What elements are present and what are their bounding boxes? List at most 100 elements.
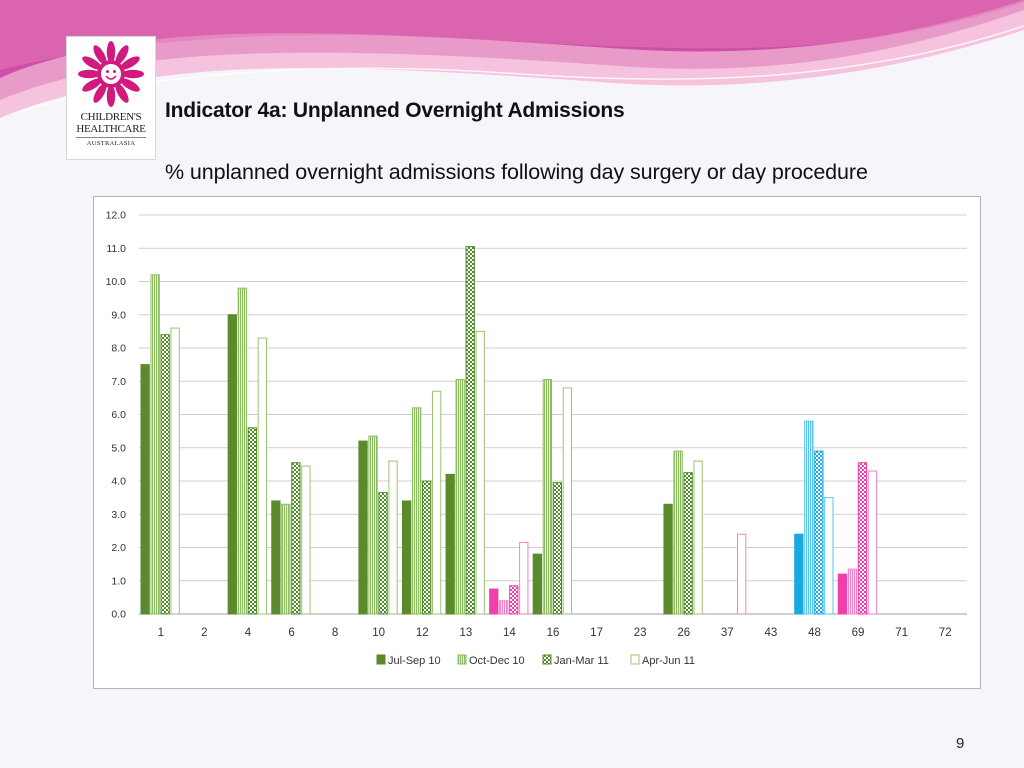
bar-oct-dec-10-cat-10 — [368, 435, 378, 615]
x-tick-label: 48 — [808, 627, 821, 639]
header-wave-highlight — [0, 0, 1024, 70]
bar-oct-dec-10-cat-12 — [411, 407, 422, 615]
bar-apr-jun-11-cat-1 — [170, 327, 180, 615]
legend-swatch — [376, 654, 386, 665]
logo-petal — [106, 85, 116, 107]
x-tick-label: 17 — [590, 627, 603, 639]
chart-legend: Jul-Sep 10 Oct-Dec 10 Jan-Mar 11 Apr-Jun 11 — [376, 654, 695, 667]
bar-oct-dec-10-cat-48 — [804, 420, 814, 615]
logo-petal — [120, 78, 140, 92]
bar-jul-sep-10-cat-4 — [227, 314, 237, 615]
bar-oct-dec-10-cat-1 — [150, 274, 160, 615]
chart-container: 0.0 1.0 2.0 3.0 4.0 5.0 6.0 7.0 8.0 9.0 10.0 11.0 12… — [93, 196, 981, 689]
logo-text-line3: AUSTRALASIA — [86, 140, 136, 147]
bar-apr-jun-11-cat-69 — [867, 470, 878, 615]
organization-logo: CHILDREN'S HEALTHCARE AUSTRALASIA — [66, 36, 156, 160]
slide-subtitle: % unplanned overnight admissions followi… — [165, 160, 868, 184]
y-tick-label: 1.0 — [111, 575, 126, 587]
logo-petal — [82, 78, 102, 92]
bar-jan-mar-11-cat-69 — [857, 462, 868, 615]
logo-face-smile — [105, 75, 117, 80]
legend-label: Jan-Mar 11 — [554, 655, 609, 667]
y-tick-label: 7.0 — [111, 376, 126, 388]
y-tick-label: 5.0 — [111, 442, 126, 454]
bar-oct-dec-10-cat-16 — [542, 379, 553, 615]
bar-apr-jun-11-cat-6 — [301, 465, 311, 615]
bar-jul-sep-10-cat-69 — [837, 573, 848, 615]
bar-jan-mar-11-cat-13 — [465, 246, 475, 615]
bar-oct-dec-10-cat-69 — [847, 568, 858, 615]
page-number: 9 — [956, 735, 965, 752]
logo-face-eye-right — [113, 70, 116, 73]
x-tick-label: 12 — [416, 627, 429, 639]
y-tick-label: 8.0 — [111, 343, 126, 355]
bar-jul-sep-10-cat-48 — [794, 533, 804, 615]
y-tick-label: 3.0 — [111, 509, 126, 521]
bar-jul-sep-10-cat-16 — [532, 553, 543, 615]
bar-jan-mar-11-cat-16 — [552, 482, 563, 615]
bar-jan-mar-11-cat-14 — [509, 585, 519, 615]
logo-petals — [78, 41, 144, 107]
bar-jan-mar-11-cat-26 — [683, 472, 693, 615]
x-tick-label: 26 — [677, 627, 690, 639]
logo-petal — [82, 56, 102, 70]
x-tick-label: 13 — [459, 627, 472, 639]
slide-title: Indicator 4a: Unplanned Overnight Admiss… — [165, 99, 625, 122]
y-tick-label: 10.0 — [106, 276, 127, 288]
logo-petal — [115, 83, 129, 103]
y-tick-label: 9.0 — [111, 309, 126, 321]
x-tick-label: 16 — [547, 627, 560, 639]
bar-apr-jun-11-cat-16 — [562, 387, 573, 615]
logo-text-line2: HEALTHCARE — [76, 123, 146, 135]
logo-face-eye-left — [106, 70, 109, 73]
bar-jul-sep-10-cat-10 — [358, 440, 368, 615]
bar-jan-mar-11-cat-12 — [421, 480, 432, 615]
bar-jan-mar-11-cat-4 — [247, 427, 257, 615]
x-tick-label: 71 — [895, 627, 908, 639]
logo-wordmark: CHILDREN'S HEALTHCARE AUSTRALASIA — [67, 111, 155, 148]
logo-petal — [93, 83, 107, 103]
bar-apr-jun-11-cat-13 — [475, 330, 485, 615]
logo-petal — [78, 69, 100, 79]
flower-face-icon — [78, 41, 144, 107]
x-tick-label: 8 — [332, 627, 338, 639]
y-tick-label: 4.0 — [111, 476, 126, 488]
chart-bars — [140, 246, 878, 615]
x-tick-label: 1 — [158, 627, 164, 639]
x-axis-tick-labels: 1 2 4 6 8 10 12 13 14 16 17 23 26 37 43 48 69 71 72 — [158, 627, 952, 639]
bar-apr-jun-11-cat-12 — [431, 390, 442, 615]
legend-swatch — [457, 654, 467, 665]
y-tick-label: 0.0 — [111, 609, 126, 621]
bar-oct-dec-10-cat-4 — [237, 287, 247, 615]
bar-oct-dec-10-cat-14 — [499, 600, 509, 615]
bar-jan-mar-11-cat-1 — [160, 334, 170, 615]
logo-divider — [76, 137, 146, 138]
header-wave-decoration — [0, 0, 1024, 130]
bar-apr-jun-11-cat-4 — [257, 337, 267, 615]
logo-text-line1: CHILDREN'S — [80, 111, 142, 123]
bar-apr-jun-11-cat-14 — [519, 542, 529, 615]
y-tick-label: 2.0 — [111, 542, 126, 554]
y-tick-label: 6.0 — [111, 409, 126, 421]
bar-jul-sep-10-cat-12 — [401, 500, 412, 615]
bar-jan-mar-11-cat-48 — [814, 450, 824, 615]
legend-swatch — [630, 654, 640, 665]
legend-label: Jul-Sep 10 — [388, 655, 441, 667]
bar-apr-jun-11-cat-26 — [693, 460, 703, 615]
x-tick-label: 43 — [764, 627, 777, 639]
bar-apr-jun-11-cat-37 — [737, 533, 747, 615]
logo-petal — [120, 56, 140, 70]
legend-label: Oct-Dec 10 — [469, 655, 525, 667]
bar-jan-mar-11-cat-6 — [291, 462, 301, 615]
x-tick-label: 23 — [634, 627, 647, 639]
bar-apr-jun-11-cat-10 — [388, 460, 398, 615]
bar-oct-dec-10-cat-26 — [673, 450, 683, 615]
logo-petal — [115, 45, 129, 65]
logo-face — [101, 64, 121, 84]
bar-oct-dec-10-cat-6 — [281, 503, 291, 615]
x-tick-label: 37 — [721, 627, 734, 639]
x-tick-label: 14 — [503, 627, 516, 639]
logo-petal — [122, 69, 144, 79]
x-tick-label: 2 — [201, 627, 207, 639]
y-tick-label: 11.0 — [106, 243, 126, 255]
